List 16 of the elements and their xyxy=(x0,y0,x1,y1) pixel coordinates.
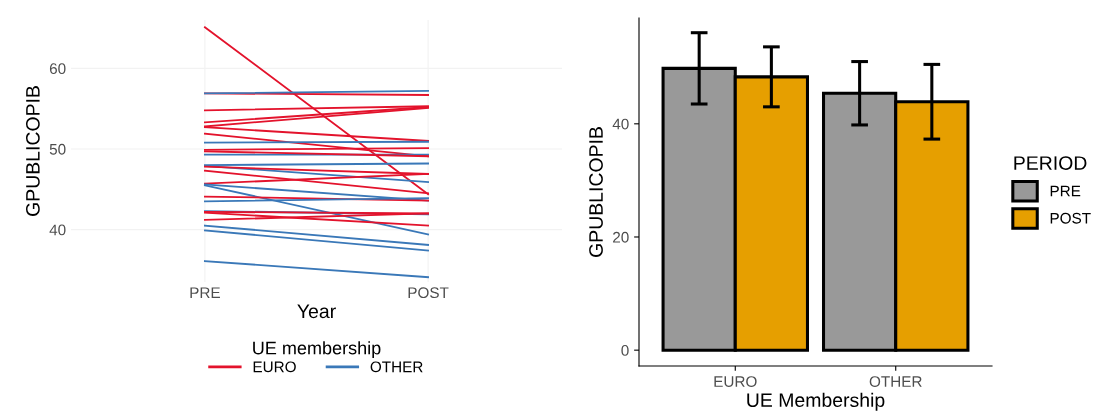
y-axis-title: GPUBLICOPIB xyxy=(589,127,603,257)
legend-title: UE membership xyxy=(253,341,381,358)
y-tick-label: 60 xyxy=(49,63,66,75)
y-tick-label: 20 xyxy=(613,231,629,243)
y-tick-label: 50 xyxy=(49,143,66,155)
legend-label: PRE xyxy=(1050,185,1081,197)
x-axis-title: UE Membership xyxy=(747,392,885,411)
legend-label: OTHER xyxy=(370,361,423,373)
legend-title: PERIOD xyxy=(1014,156,1087,170)
y-axis-title: GPUBLICOPIB xyxy=(25,86,40,216)
y-tick-label: 40 xyxy=(49,224,66,236)
x-axis-title: Year xyxy=(297,304,336,319)
legend-label: POST xyxy=(1050,212,1091,224)
legend-label: EURO xyxy=(253,361,296,373)
y-tick-label: 0 xyxy=(621,345,629,356)
y-tick-label: 40 xyxy=(612,118,629,130)
